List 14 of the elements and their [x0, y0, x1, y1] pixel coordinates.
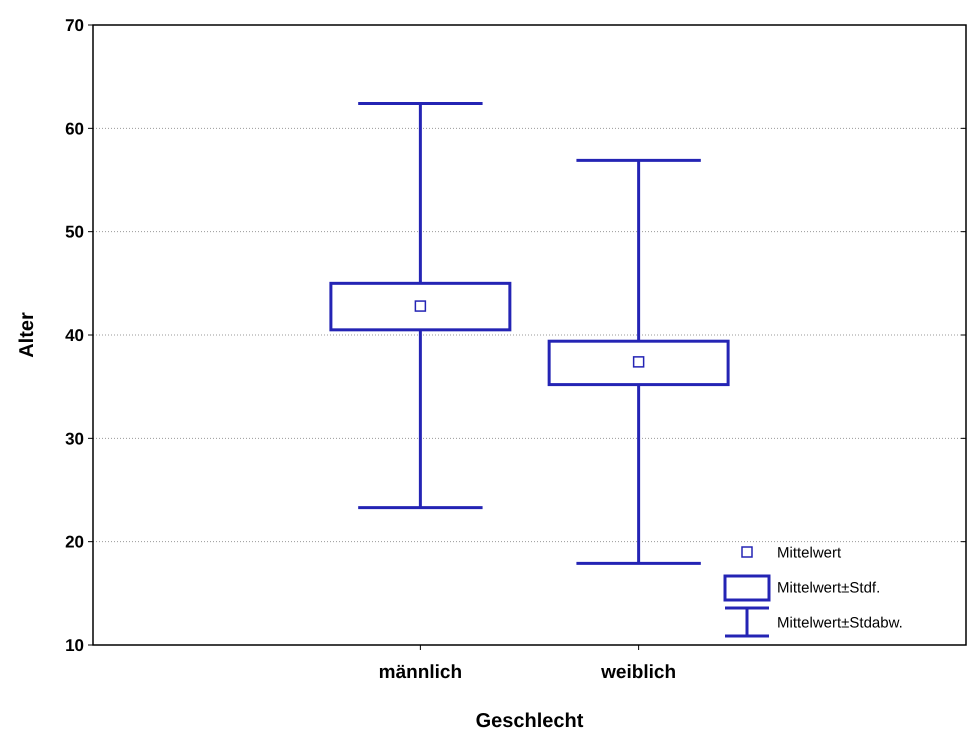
y-tick-label: 70	[65, 16, 84, 35]
y-tick-label: 20	[65, 532, 84, 552]
y-tick-label: 50	[65, 222, 84, 242]
x-tick-label: männlich	[378, 662, 462, 683]
y-tick-label: 30	[65, 429, 84, 448]
x-axis-title: Geschlecht	[476, 710, 584, 731]
y-tick-label: 40	[65, 326, 84, 345]
y-tick-label: 10	[65, 636, 84, 655]
annotation: Mittelwert	[777, 544, 842, 562]
annotation: Mittelwert±Stdabw.	[777, 614, 903, 632]
y-axis-title: Alter	[16, 312, 38, 358]
annotation: Mittelwert±Stdf.	[777, 579, 880, 596]
x-tick-label: weiblich	[600, 662, 676, 683]
y-tick-label: 60	[65, 119, 84, 138]
